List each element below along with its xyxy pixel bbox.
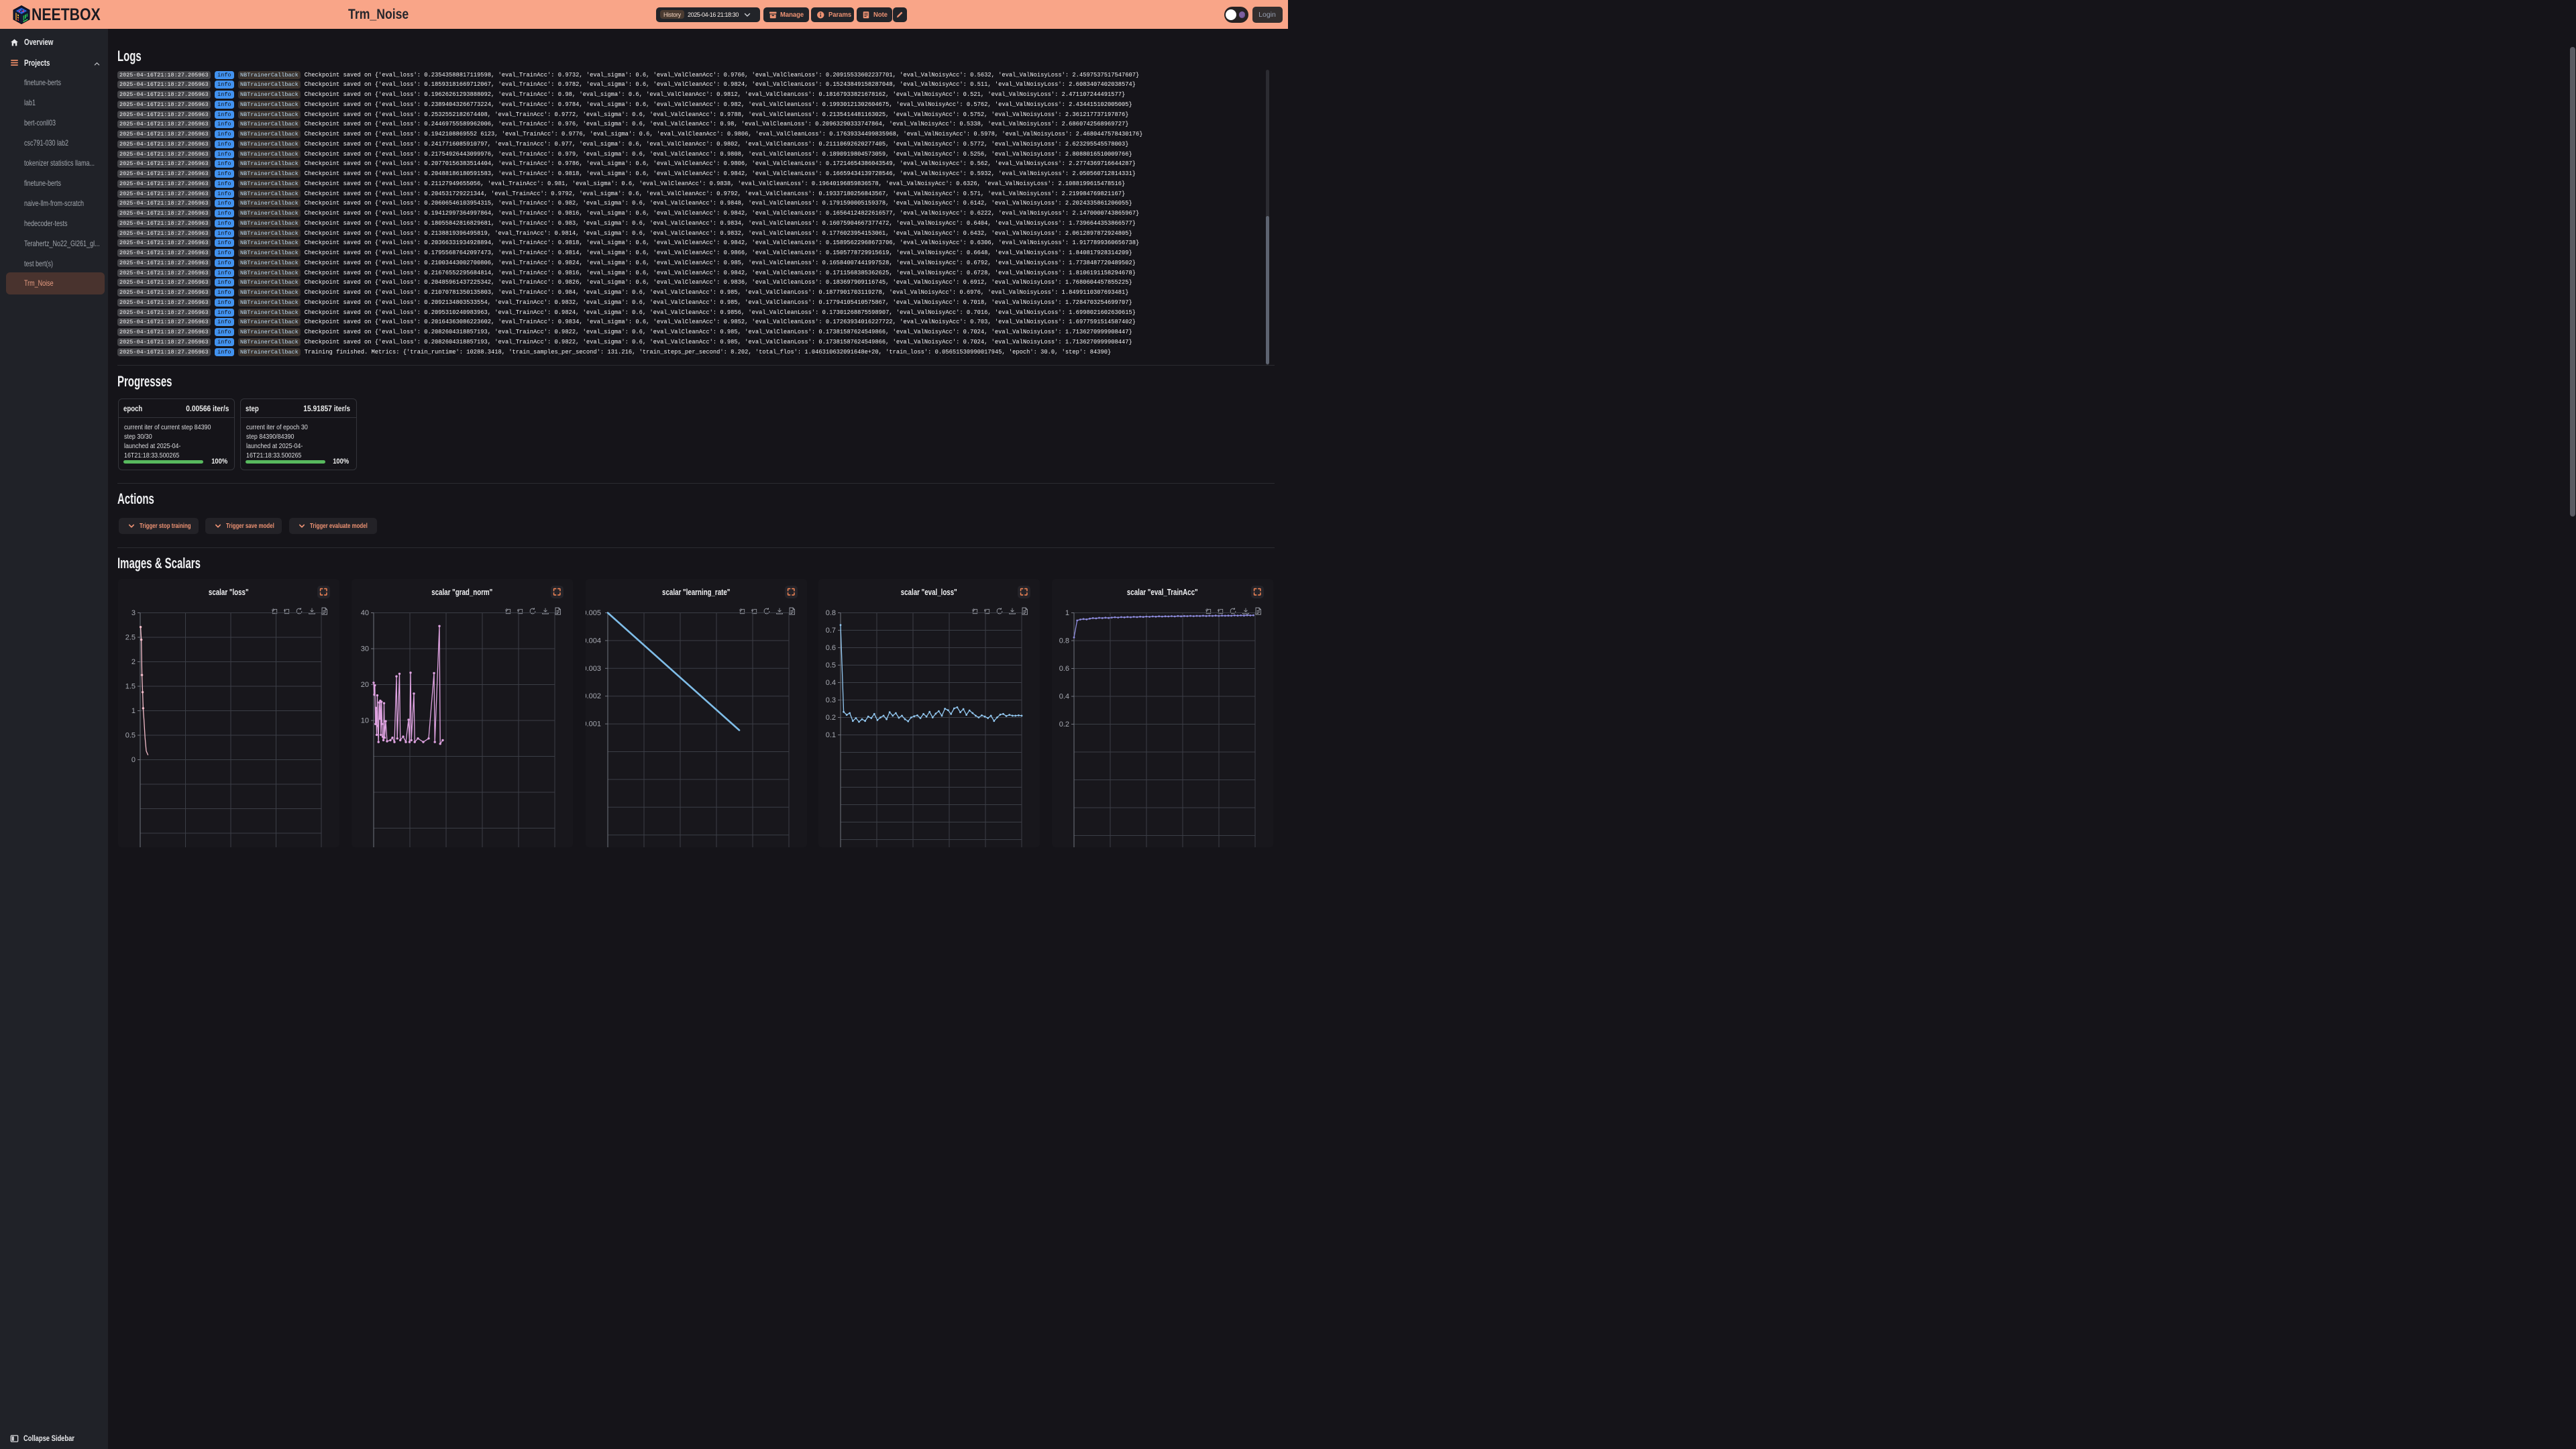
svg-text:0.2: 0.2 <box>826 714 836 722</box>
svg-text:10: 10 <box>361 716 369 724</box>
svg-text:1.5: 1.5 <box>125 682 136 690</box>
svg-text:0.002: 0.002 <box>586 692 601 700</box>
svg-text:20: 20 <box>361 681 369 689</box>
svg-text:0.005: 0.005 <box>586 609 601 617</box>
svg-text:0.7: 0.7 <box>826 627 836 635</box>
svg-text:0.003: 0.003 <box>586 664 601 672</box>
svg-text:0.6: 0.6 <box>1059 665 1069 673</box>
svg-text:0.004: 0.004 <box>586 637 601 645</box>
svg-text:0.1: 0.1 <box>826 731 836 739</box>
svg-text:0.3: 0.3 <box>826 696 836 704</box>
svg-text:0.8: 0.8 <box>1059 637 1069 645</box>
svg-text:0.8: 0.8 <box>826 609 836 617</box>
svg-text:0.2: 0.2 <box>1059 720 1069 729</box>
svg-text:1: 1 <box>131 707 136 715</box>
svg-text:0.5: 0.5 <box>826 661 836 669</box>
svg-text:0: 0 <box>131 756 136 764</box>
svg-text:2.5: 2.5 <box>125 633 136 641</box>
svg-text:0.5: 0.5 <box>125 731 136 739</box>
svg-text:40: 40 <box>361 609 369 617</box>
svg-text:0.4: 0.4 <box>1059 692 1069 700</box>
svg-text:0.6: 0.6 <box>826 644 836 652</box>
svg-text:3: 3 <box>131 609 136 617</box>
svg-text:1: 1 <box>1065 609 1069 617</box>
svg-text:30: 30 <box>361 645 369 653</box>
svg-text:2: 2 <box>131 658 136 666</box>
svg-text:0.4: 0.4 <box>826 679 836 687</box>
svg-text:0.001: 0.001 <box>586 720 601 728</box>
